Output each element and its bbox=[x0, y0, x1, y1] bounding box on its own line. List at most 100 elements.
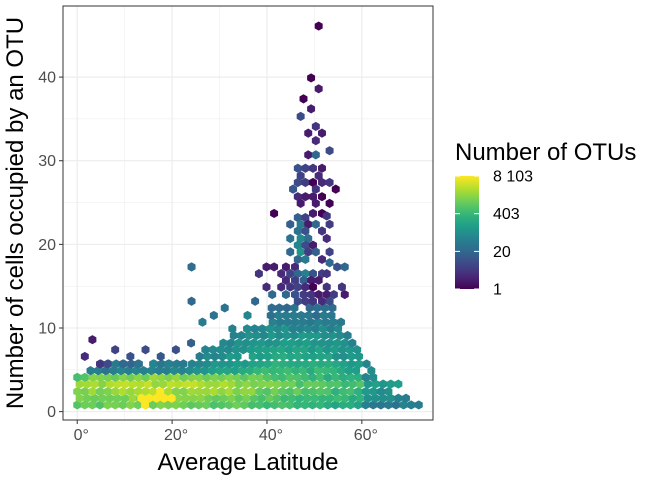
hex-bin bbox=[322, 269, 331, 279]
hex-bin bbox=[181, 393, 190, 403]
hex-bin bbox=[318, 163, 326, 173]
hex-bin bbox=[98, 393, 107, 403]
hex-bin bbox=[293, 213, 302, 223]
hex-bin bbox=[313, 303, 322, 313]
hex-bin bbox=[80, 386, 89, 397]
hex-bin bbox=[343, 330, 352, 341]
hex-bin bbox=[141, 345, 150, 355]
hex-bin bbox=[309, 192, 317, 202]
legend-colorbar bbox=[455, 176, 479, 289]
hex-bin bbox=[250, 379, 259, 389]
hex-bin bbox=[262, 282, 271, 292]
hex-bin bbox=[309, 208, 317, 219]
hex-bin bbox=[143, 379, 152, 389]
hex-bin bbox=[171, 345, 180, 355]
hex-bin bbox=[323, 400, 332, 410]
hex-bin bbox=[301, 213, 310, 223]
hex-bin bbox=[253, 366, 262, 376]
hex-bin bbox=[96, 386, 104, 397]
hex-bin bbox=[295, 393, 304, 403]
hex-bin bbox=[296, 219, 305, 229]
hex-bin bbox=[289, 184, 298, 194]
hex-bin bbox=[341, 379, 350, 389]
hex-bin bbox=[356, 379, 365, 389]
hex-bin bbox=[300, 386, 309, 397]
hex-bin bbox=[282, 303, 291, 313]
hex-bin bbox=[311, 324, 320, 334]
hex-bin bbox=[290, 275, 299, 285]
hex-bin bbox=[318, 128, 326, 138]
hex-bin bbox=[243, 324, 252, 334]
hex-bin bbox=[322, 345, 331, 355]
hex-bin bbox=[310, 338, 319, 348]
hex-bin bbox=[276, 366, 285, 376]
hex-bin bbox=[144, 393, 153, 403]
hex-bin bbox=[187, 338, 196, 348]
hex-bin bbox=[348, 393, 357, 403]
hex-bin bbox=[302, 338, 311, 348]
hex-bin bbox=[270, 262, 279, 272]
hex-bin bbox=[255, 386, 264, 397]
hex-bin bbox=[304, 233, 313, 244]
hex-bin bbox=[346, 400, 355, 410]
hex-bin bbox=[376, 400, 385, 410]
hex-bin bbox=[257, 379, 266, 389]
hex-bin bbox=[320, 303, 329, 313]
hex-bin bbox=[270, 400, 279, 410]
hex-bin bbox=[329, 366, 338, 376]
hex-bin bbox=[113, 379, 122, 389]
hex-bin bbox=[105, 393, 114, 403]
hex-bin bbox=[204, 379, 213, 389]
hex-bin bbox=[273, 324, 282, 334]
x-tick-label: 0° bbox=[74, 427, 89, 444]
hex-bin bbox=[195, 351, 204, 362]
hex-bin bbox=[304, 310, 313, 321]
hex-bin bbox=[262, 400, 271, 410]
hex-bin bbox=[296, 247, 305, 257]
hex-bin bbox=[234, 338, 243, 348]
hex-bin bbox=[241, 359, 250, 369]
hex-bin bbox=[295, 338, 304, 348]
hex-bin bbox=[188, 359, 197, 369]
hex-bin bbox=[311, 198, 320, 208]
hex-bin bbox=[297, 310, 306, 321]
hex-bin bbox=[174, 379, 183, 389]
hex-bin bbox=[309, 282, 317, 292]
hex-bin bbox=[167, 393, 176, 403]
y-tick-label: 40 bbox=[38, 70, 56, 87]
hex-bin bbox=[299, 345, 308, 355]
hex-bin bbox=[263, 359, 272, 369]
hex-bin bbox=[149, 359, 158, 369]
y-tick-label: 0 bbox=[47, 404, 56, 421]
panel-border bbox=[62, 5, 434, 421]
hex-bin bbox=[262, 386, 271, 397]
hex-bin bbox=[121, 393, 130, 403]
hex-bin bbox=[224, 345, 233, 355]
hex-bin bbox=[171, 386, 180, 397]
hex-bin bbox=[270, 386, 279, 397]
hex-bin bbox=[354, 400, 363, 410]
y-tick-label: 30 bbox=[38, 153, 56, 170]
hex-bin bbox=[270, 208, 279, 219]
hex-bin bbox=[310, 393, 319, 403]
hex-bin bbox=[118, 359, 127, 369]
hex-bin bbox=[240, 386, 249, 397]
hex-bin bbox=[325, 146, 334, 156]
hex-bin bbox=[250, 393, 259, 403]
hex-bin bbox=[369, 386, 378, 397]
hex-bin bbox=[325, 219, 334, 229]
hex-bin bbox=[304, 247, 313, 257]
hex-bin bbox=[220, 303, 229, 313]
hex-bin bbox=[254, 345, 263, 355]
hex-bin bbox=[322, 211, 331, 221]
hex-bin bbox=[256, 359, 265, 369]
hex-bin bbox=[314, 275, 323, 285]
hex-bin bbox=[325, 338, 334, 348]
hex-bin bbox=[164, 400, 173, 410]
hex-bin bbox=[179, 386, 188, 397]
hex-bin bbox=[308, 386, 317, 397]
hex-bin bbox=[307, 73, 316, 83]
hex-bin bbox=[356, 393, 365, 403]
hex-bin bbox=[329, 289, 338, 300]
